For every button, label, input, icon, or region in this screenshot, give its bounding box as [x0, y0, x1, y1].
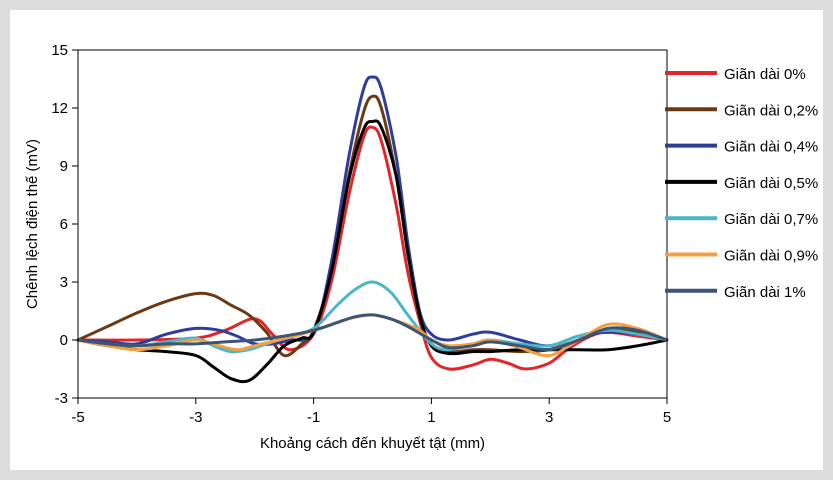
y-axis-title: Chênh lệch điện thế (mV): [24, 139, 41, 309]
x-tick-label: 1: [427, 409, 435, 426]
legend-label: Giãn dài 0,5%: [724, 175, 818, 192]
legend-label: Giãn dài 0,4%: [724, 139, 818, 156]
x-tick-label: -1: [307, 409, 320, 426]
legend-label: Giãn dài 0,7%: [724, 211, 818, 228]
y-tick-label: -3: [55, 390, 68, 407]
y-tick-label: 0: [60, 332, 68, 349]
legend-label: Giãn dài 0,2%: [724, 102, 818, 119]
y-tick-label: 12: [51, 100, 68, 117]
series-line-2: [76, 94, 669, 358]
x-tick-label: 5: [663, 409, 671, 426]
series-line-5: [76, 280, 669, 354]
y-tick-label: 9: [60, 158, 68, 175]
legend: Giãn dài 0% Giãn dài 0,2% Giãn dài 0,4% Giã…: [665, 66, 818, 301]
chart-frame: -5 -3 -1 1 3 5 -3 0 3 6 9 12 15 Khoảng cách đến khuy…: [10, 10, 823, 470]
x-tick-label: -3: [189, 409, 202, 426]
legend-label: Giãn dài 1%: [724, 284, 806, 301]
series-line-7: [76, 313, 669, 352]
series-line-3: [76, 75, 669, 348]
y-tick-label: 3: [60, 274, 68, 291]
x-axis-title: Khoảng cách đến khuyết tật (mm): [260, 435, 485, 452]
series-line-1: [76, 125, 669, 371]
y-tick-label: 6: [60, 216, 68, 233]
y-tick-label: 15: [51, 42, 68, 59]
series-layer: [76, 75, 669, 384]
series-line-4: [76, 119, 669, 384]
x-tick-label: 3: [545, 409, 553, 426]
legend-label: Giãn dài 0,9%: [724, 248, 818, 265]
legend-label: Giãn dài 0%: [724, 66, 806, 83]
x-tick-label: -5: [71, 409, 84, 426]
